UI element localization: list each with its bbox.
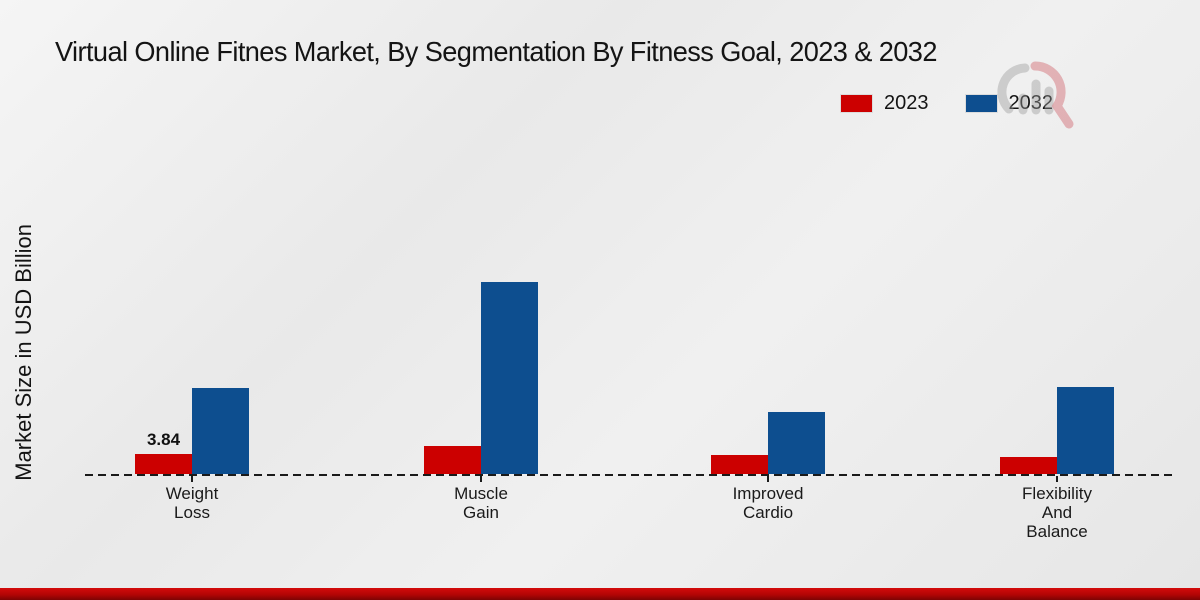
footer-accent-bar (0, 588, 1200, 600)
legend-swatch-2023 (840, 94, 873, 113)
bar-2023-improved-cardio (711, 455, 768, 474)
x-axis-tick-improved-cardio (767, 476, 769, 482)
bar-2023-weight-loss (135, 454, 192, 474)
legend-item-2023: 2023 (840, 92, 929, 115)
x-axis-tick-flexibility-and-balance (1056, 476, 1058, 482)
x-axis-tick-weight-loss (191, 476, 193, 482)
legend-label: 2023 (884, 92, 929, 114)
bar-2023-flexibility-and-balance (1000, 457, 1057, 474)
y-axis-title-wrap: Market Size in USD Billion (8, 185, 40, 520)
bar-2032-improved-cardio (768, 412, 825, 474)
bar-2023-muscle-gain (424, 446, 481, 474)
legend-swatch-2032 (964, 94, 998, 113)
category-label-flexibility-and-balance: Flexibility And Balance (1022, 484, 1092, 541)
x-axis-baseline (85, 474, 1172, 476)
category-label-weight-loss: Weight Loss (165, 484, 219, 522)
legend-label: 2032 (1008, 92, 1054, 114)
y-axis-title: Market Size in USD Billion (11, 224, 36, 481)
category-label-muscle-gain: Muscle Gain (454, 484, 508, 522)
category-label-improved-cardio: Improved Cardio (732, 484, 804, 522)
legend-item-2032: 2032 (964, 92, 1054, 115)
bar-2032-weight-loss (192, 388, 249, 474)
bar-value-label-2023-weight-loss: 3.84 (146, 430, 181, 449)
bar-2032-flexibility-and-balance (1057, 387, 1114, 474)
chart-title: Virtual Online Fitnes Market, By Segment… (55, 36, 937, 67)
bar-2032-muscle-gain (481, 282, 538, 474)
legend: 2023 2032 (840, 92, 1053, 115)
x-axis-tick-muscle-gain (480, 476, 482, 482)
